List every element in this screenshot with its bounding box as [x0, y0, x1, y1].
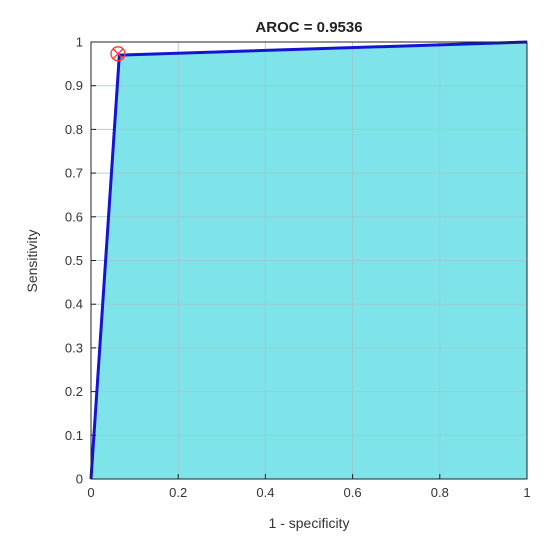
x-tick-label: 0.6 — [344, 485, 362, 500]
y-axis-label: Sensitivity — [24, 229, 40, 292]
x-tick-label: 0.4 — [256, 485, 274, 500]
y-tick-label: 0.7 — [65, 166, 83, 181]
x-axis-label: 1 - specificity — [269, 515, 350, 531]
y-tick-label: 1 — [76, 35, 83, 50]
x-tick-label: 0.8 — [431, 485, 449, 500]
operating-point-marker — [110, 46, 126, 62]
chart-title: AROC = 0.9536 — [255, 19, 362, 36]
y-tick-label: 0.8 — [65, 122, 83, 137]
y-tick-label: 0.2 — [65, 384, 83, 399]
y-tick-label: 0.9 — [65, 78, 83, 93]
y-tick-label: 0.6 — [65, 209, 83, 224]
operating-point-cross — [112, 48, 124, 60]
y-tick-label: 0.1 — [65, 428, 83, 443]
x-tick-label: 1 — [523, 485, 530, 500]
y-tick-label: 0.5 — [65, 253, 83, 268]
x-tick-label: 0.2 — [169, 485, 187, 500]
y-tick-label: 0.4 — [65, 297, 83, 312]
y-tick-label: 0 — [76, 472, 83, 487]
y-tick-label: 0.3 — [65, 340, 83, 355]
x-tick-label: 0 — [87, 485, 94, 500]
plot-area: 0 0.2 0.4 0.6 0.8 1 0 0.1 0.2 0.3 0.4 0.5 0.6 0.7 0.8 0… — [65, 35, 531, 501]
